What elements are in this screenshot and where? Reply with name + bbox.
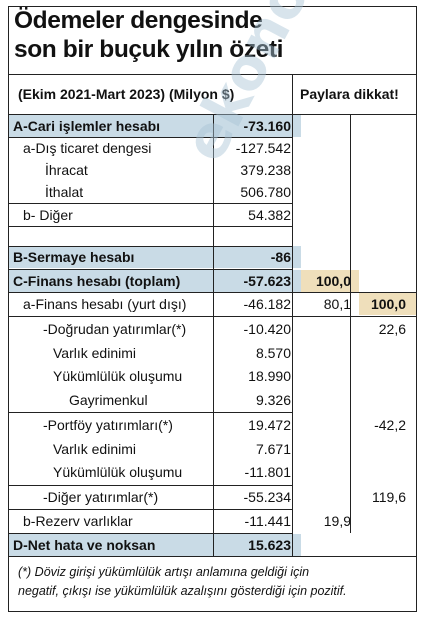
header-divider <box>292 75 293 114</box>
grid-line <box>9 203 292 204</box>
grid-line <box>9 485 292 486</box>
grid-line <box>9 533 292 534</box>
row-value: 19.472 <box>248 417 291 433</box>
row-share-foreign: 100,0 <box>359 293 416 315</box>
table-row: D-Net hata ve noksan 15.623 <box>9 534 416 556</box>
row-value: -11.801 <box>244 464 291 480</box>
row-label: a-Dış ticaret dengesi <box>23 140 152 156</box>
header-bottom-rule <box>8 114 417 115</box>
row-label: b- Diğer <box>23 207 73 223</box>
grid-line <box>9 292 416 293</box>
row-label: Varlık edinimi <box>53 441 136 457</box>
row-label <box>9 226 213 248</box>
table-row: -Portföy yatırımları(*) 19.472 -42,2 <box>9 414 416 436</box>
row-label: D-Net hata ve noksan <box>9 534 213 556</box>
title-line-1: Ödemeler dengesinde <box>14 7 263 34</box>
row-share-total: 100,0 <box>301 270 359 292</box>
title-divider <box>8 74 417 75</box>
table-row: Varlık edinimi 8.570 <box>9 342 416 364</box>
row-share-foreign: -42,2 <box>374 417 406 433</box>
table-row: -Diğer yatırımlar(*) -55.234 119,6 <box>9 486 416 508</box>
row-value: -73.160 <box>213 115 301 137</box>
grid-line <box>9 412 292 413</box>
row-label: Varlık edinimi <box>53 345 136 361</box>
table-row: b-Rezerv varlıklar -11.441 19,9 <box>9 510 416 532</box>
row-share-foreign: 22,6 <box>378 321 406 337</box>
table-row: A-Cari işlemler hesabı -73.160 <box>9 115 416 137</box>
row-value: 9.326 <box>255 392 291 408</box>
table-row: Varlık edinimi 7.671 <box>9 438 416 460</box>
period-header: (Ekim 2021-Mart 2023) (Milyon $) <box>18 86 235 102</box>
row-value: -57.623 <box>213 270 301 292</box>
row-label: -Doğrudan yatırımlar(*) <box>43 321 187 337</box>
row-value: -127.542 <box>235 140 291 156</box>
row-label: b-Rezerv varlıklar <box>23 513 133 529</box>
grid-line <box>9 226 292 227</box>
title-line-2: son bir buçuk yılın özeti <box>14 36 284 63</box>
page-title: Ödemeler dengesinde son bir buçuk yılın … <box>14 6 404 64</box>
row-value: 54.382 <box>248 207 291 223</box>
row-label: Gayrimenkul <box>69 392 148 408</box>
table-row: C-Finans hesabı (toplam) -57.623 100,0 <box>9 270 416 292</box>
table-row: a-Dış ticaret dengesi -127.542 <box>9 137 416 159</box>
table-row: Yükümlülük oluşumu -11.801 <box>9 461 416 483</box>
row-value: -86 <box>213 246 301 268</box>
row-label: -Portföy yatırımları(*) <box>43 417 173 433</box>
row-value <box>213 226 301 248</box>
row-share-total: 19,9 <box>323 513 351 529</box>
row-label: -Diğer yatırımlar(*) <box>43 489 159 505</box>
shares-note-header: Paylara dikkat! <box>300 86 399 102</box>
row-value: -46.182 <box>243 296 291 312</box>
row-value: 379.238 <box>240 162 291 178</box>
table-row: İthalat 506.780 <box>9 181 416 203</box>
table-row: Yükümlülük oluşumu 18.990 <box>9 365 416 387</box>
table-row: a-Finans hesabı (yurt dışı) -46.182 80,1… <box>9 293 416 315</box>
column-divider-3 <box>350 115 351 533</box>
summary-card <box>8 6 417 612</box>
grid-line <box>9 316 416 317</box>
row-share-foreign: 119,6 <box>372 489 406 505</box>
row-value: -55.234 <box>243 489 291 505</box>
row-label: Yükümlülük oluşumu <box>53 464 183 480</box>
footnote-line-2: negatif, çıkışı ise yükümlülük azalışını… <box>18 584 347 598</box>
grid-line <box>9 137 292 138</box>
row-value: -11.441 <box>244 513 291 529</box>
column-divider-2 <box>292 115 293 556</box>
row-label: A-Cari işlemler hesabı <box>9 115 213 137</box>
table-row: b- Diğer 54.382 <box>9 204 416 226</box>
table-row: -Doğrudan yatırımlar(*) -10.420 22,6 <box>9 318 416 340</box>
row-value: -10.420 <box>243 321 291 337</box>
row-share-total: 80,1 <box>323 296 351 312</box>
table-row: B-Sermaye hesabı -86 <box>9 246 416 268</box>
table-row: İhracat 379.238 <box>9 159 416 181</box>
grid-line <box>9 246 292 247</box>
row-label: Yükümlülük oluşumu <box>53 368 183 384</box>
row-value: 506.780 <box>240 184 291 200</box>
row-value: 18.990 <box>248 368 291 384</box>
row-value: 7.671 <box>255 441 291 457</box>
row-label: a-Finans hesabı (yurt dışı) <box>23 296 187 312</box>
footnote-line-1: (*) Döviz girişi yükümlülük artışı anlam… <box>18 565 310 579</box>
grid-line <box>9 509 292 510</box>
table-row: Gayrimenkul 9.326 <box>9 389 416 411</box>
row-label: İhracat <box>45 162 88 178</box>
row-label: C-Finans hesabı (toplam) <box>9 270 213 292</box>
row-value: 15.623 <box>213 534 301 556</box>
column-divider-1 <box>213 115 214 556</box>
row-value: 8.570 <box>255 345 291 361</box>
grid-line <box>9 269 292 270</box>
footnote: (*) Döviz girişi yükümlülük artışı anlam… <box>18 563 410 601</box>
table-bottom-rule <box>8 556 417 557</box>
row-label: B-Sermaye hesabı <box>9 246 213 268</box>
row-label: İthalat <box>45 184 84 200</box>
